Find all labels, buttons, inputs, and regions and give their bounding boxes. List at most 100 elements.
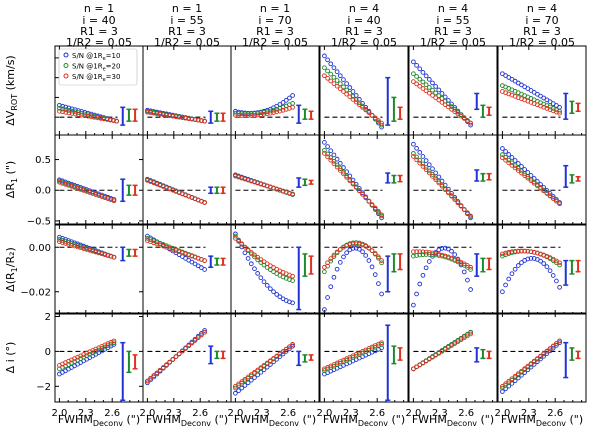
data-point [363, 253, 369, 258]
data-point [154, 370, 160, 376]
data-point [468, 329, 473, 335]
data-point [111, 118, 116, 123]
data-point [423, 252, 429, 257]
legend-marker [63, 63, 69, 68]
data-point [347, 178, 353, 184]
data-point [420, 86, 426, 91]
data-point [271, 356, 276, 361]
data-point [66, 240, 71, 245]
data-point [290, 300, 295, 306]
x-tick-label: 2.3 [521, 408, 537, 419]
data-point [248, 113, 254, 118]
data-point [414, 291, 419, 297]
data-point [79, 112, 84, 118]
data-point [461, 263, 467, 268]
data-point [331, 161, 337, 166]
data-point [170, 113, 176, 119]
data-point [186, 343, 192, 349]
data-point [334, 249, 340, 255]
data-point [84, 189, 90, 194]
panel-frame [230, 45, 320, 136]
data-point [268, 110, 273, 116]
data-point [446, 190, 451, 196]
data-point [509, 249, 515, 255]
data-point [411, 151, 416, 156]
x-tick-label: 2.0 [494, 408, 510, 419]
data-point [452, 252, 458, 257]
data-point [554, 198, 559, 204]
panel [319, 224, 409, 315]
data-point [145, 109, 150, 115]
x-axis-label-unit: (") [123, 413, 140, 426]
data-point [547, 193, 553, 199]
data-point [183, 115, 188, 121]
column-header-i: i = 55 [170, 14, 203, 27]
panels: S/N @1Re=10S/N @1Re=20S/N @1Re=30−0.50.0… [20, 45, 587, 419]
row-axis-label-unit: (") [4, 161, 17, 178]
data-point [277, 354, 283, 359]
data-point [544, 188, 550, 193]
data-point [252, 266, 257, 272]
data-point [252, 254, 257, 260]
data-point [81, 246, 86, 251]
column-header-r2: 1/R2 = 0.05 [509, 36, 575, 49]
data-point [167, 359, 172, 365]
data-point [430, 250, 435, 256]
data-point [544, 348, 550, 354]
data-point [541, 351, 547, 356]
data-point [439, 246, 445, 251]
data-point [280, 100, 286, 105]
data-point [372, 251, 378, 256]
data-point [360, 191, 365, 197]
x-axis-label-sub: Deconv [447, 419, 477, 428]
data-point [99, 194, 105, 199]
data-point [328, 256, 334, 261]
data-point [506, 378, 512, 384]
x-tick-label: 2.0 [405, 408, 421, 419]
x-axis-label-main: FWHM [501, 413, 536, 426]
data-point [252, 252, 257, 258]
data-point [60, 106, 65, 112]
data-point [242, 383, 248, 388]
data-point [325, 151, 330, 157]
data-point [376, 281, 381, 286]
data-point [75, 244, 80, 250]
column-header-i: i = 40 [82, 14, 115, 27]
data-point [547, 191, 553, 196]
data-point [274, 353, 280, 359]
row-axis-label-sub: ROT [10, 94, 19, 111]
data-point [322, 140, 327, 145]
data-point [76, 112, 81, 117]
data-point [531, 249, 537, 255]
data-point [363, 195, 369, 201]
data-point [337, 260, 343, 265]
data-point [538, 356, 543, 362]
data-point [414, 62, 419, 68]
data-point [322, 147, 327, 153]
legend: S/N @1Re=10S/N @1Re=20S/N @1Re=30 [58, 48, 138, 86]
data-point [547, 346, 553, 351]
data-point [151, 373, 157, 378]
data-point [111, 338, 117, 344]
panel-frame [230, 312, 320, 403]
data-point [325, 68, 330, 74]
data-point [544, 191, 550, 196]
data-point [82, 113, 88, 119]
data-point [233, 236, 238, 241]
data-point [322, 269, 327, 275]
data-point [446, 101, 451, 107]
data-point [411, 154, 416, 159]
data-point [525, 248, 531, 254]
data-point [145, 380, 150, 386]
data-point [72, 185, 77, 190]
legend-label-value: =20 [106, 63, 121, 71]
data-point [334, 266, 340, 272]
data-point [468, 122, 473, 128]
x-axis-label-sub: Deconv [358, 419, 388, 428]
data-point [233, 112, 238, 118]
data-point [258, 260, 264, 265]
data-point [376, 254, 381, 260]
data-point [242, 376, 248, 382]
data-point [423, 82, 429, 88]
data-point [379, 212, 384, 218]
